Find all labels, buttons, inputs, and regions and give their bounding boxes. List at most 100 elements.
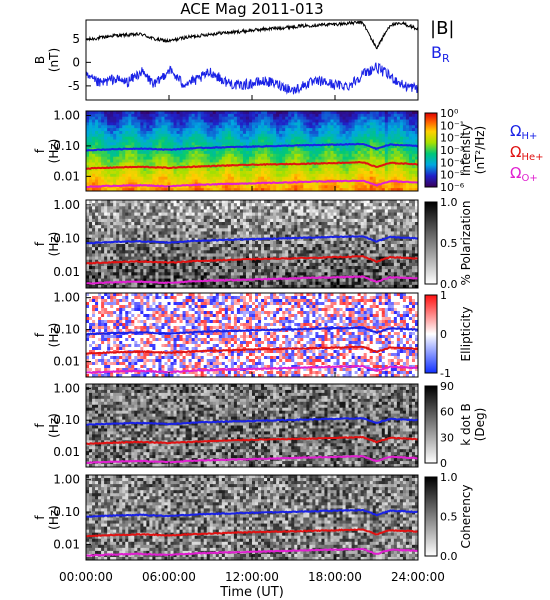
heatmap-cell — [324, 203, 327, 207]
heatmap-cell — [340, 244, 343, 248]
heatmap-cell — [189, 203, 192, 207]
heatmap-cell — [294, 154, 297, 157]
heatmap-cell — [86, 231, 89, 235]
heatmap-cell — [288, 244, 291, 248]
heatmap-cell — [107, 238, 110, 242]
heatmap-cell — [303, 122, 306, 125]
heatmap-cell — [261, 219, 264, 223]
heatmap-cell — [400, 200, 403, 204]
heatmap-cell — [288, 219, 291, 223]
heatmap-cell — [279, 231, 282, 235]
heatmap-cell — [234, 185, 237, 188]
heatmap-cell — [412, 231, 415, 235]
heatmap-cell — [98, 213, 101, 217]
heatmap-cell — [288, 165, 291, 168]
heatmap-cell — [246, 171, 249, 174]
heatmap-cell — [92, 216, 95, 220]
heatmap-cell — [128, 125, 131, 128]
heatmap-cell — [252, 235, 255, 239]
heatmap-cell — [161, 213, 164, 217]
heatmap-cell — [222, 125, 225, 128]
heatmap-cell — [189, 247, 192, 251]
heatmap-cell — [282, 157, 285, 160]
heatmap-cell — [131, 131, 134, 134]
heatmap-cell — [337, 131, 340, 134]
heatmap-cell — [309, 160, 312, 163]
heatmap-cell — [264, 250, 267, 254]
heatmap-cell — [225, 168, 228, 171]
heatmap-cell — [312, 200, 315, 204]
heatmap-cell — [210, 157, 213, 160]
heatmap-cell — [198, 137, 201, 140]
heatmap-cell — [373, 200, 376, 204]
heatmap-cell — [158, 180, 161, 183]
heatmap-cell — [134, 219, 137, 223]
heatmap-cell — [397, 244, 400, 248]
heatmap-cell — [330, 137, 333, 140]
heatmap-cell — [92, 222, 95, 226]
heatmap-cell — [397, 160, 400, 163]
heatmap-cell — [327, 151, 330, 154]
heatmap-cell — [152, 177, 155, 180]
heatmap-cell — [131, 174, 134, 177]
heatmap-cell — [282, 206, 285, 210]
heatmap-cell — [216, 134, 219, 137]
heatmap-cell — [213, 154, 216, 157]
heatmap-cell — [352, 151, 355, 154]
heatmap-cell — [306, 165, 309, 168]
heatmap-cell — [210, 117, 213, 120]
panel-polarization: f (Hz)1.000.100.011.00.50.0% Polarization — [33, 196, 473, 291]
heatmap-cell — [294, 203, 297, 207]
heatmap-cell — [273, 216, 276, 220]
heatmap-cell — [400, 134, 403, 137]
heatmap-cell — [318, 117, 321, 120]
heatmap-cell — [409, 247, 412, 251]
heatmap-cell — [101, 238, 104, 242]
heatmap-cell — [394, 171, 397, 174]
heatmap-cell — [234, 177, 237, 180]
heatmap-cell — [337, 157, 340, 160]
heatmap-cell — [355, 222, 358, 226]
heatmap-cell — [367, 209, 370, 213]
heatmap-cell — [267, 177, 270, 180]
heatmap-cell — [330, 151, 333, 154]
heatmap-cell — [294, 216, 297, 220]
heatmap-cell — [324, 219, 327, 223]
heatmap-cell — [364, 200, 367, 204]
heatmap-cell — [249, 250, 252, 254]
heatmap-cell — [234, 134, 237, 137]
heatmap-cell — [255, 154, 258, 157]
heatmap-cell — [400, 206, 403, 210]
heatmap-cell — [152, 203, 155, 207]
heatmap-cell — [355, 128, 358, 131]
heatmap-cell — [155, 154, 158, 157]
heatmap-cell — [297, 225, 300, 229]
heatmap-cell — [297, 250, 300, 254]
heatmap-cell — [391, 250, 394, 254]
heatmap-cell — [337, 168, 340, 171]
heatmap-cell — [174, 238, 177, 242]
heatmap-cell — [340, 216, 343, 220]
heatmap-cell — [131, 225, 134, 229]
heatmap-cell — [125, 131, 128, 134]
heatmap-cell — [285, 134, 288, 137]
heatmap-cell — [204, 137, 207, 140]
heatmap-cell — [276, 241, 279, 245]
heatmap-cell — [195, 134, 198, 137]
heatmap-cell — [252, 120, 255, 123]
heatmap-cell — [183, 160, 186, 163]
heatmap-cell — [207, 222, 210, 226]
heatmap-cell — [116, 231, 119, 235]
heatmap-cell — [391, 177, 394, 180]
heatmap-cell — [131, 154, 134, 157]
heatmap-cell — [174, 137, 177, 140]
heatmap-cell — [255, 250, 258, 254]
heatmap-cell — [370, 177, 373, 180]
heatmap-cell — [361, 165, 364, 168]
heatmap-cell — [146, 154, 149, 157]
heatmap-cell — [122, 200, 125, 204]
heatmap-cell — [352, 250, 355, 254]
heatmap-cell — [207, 151, 210, 154]
heatmap-cell — [379, 120, 382, 123]
heatmap-cell — [340, 185, 343, 188]
